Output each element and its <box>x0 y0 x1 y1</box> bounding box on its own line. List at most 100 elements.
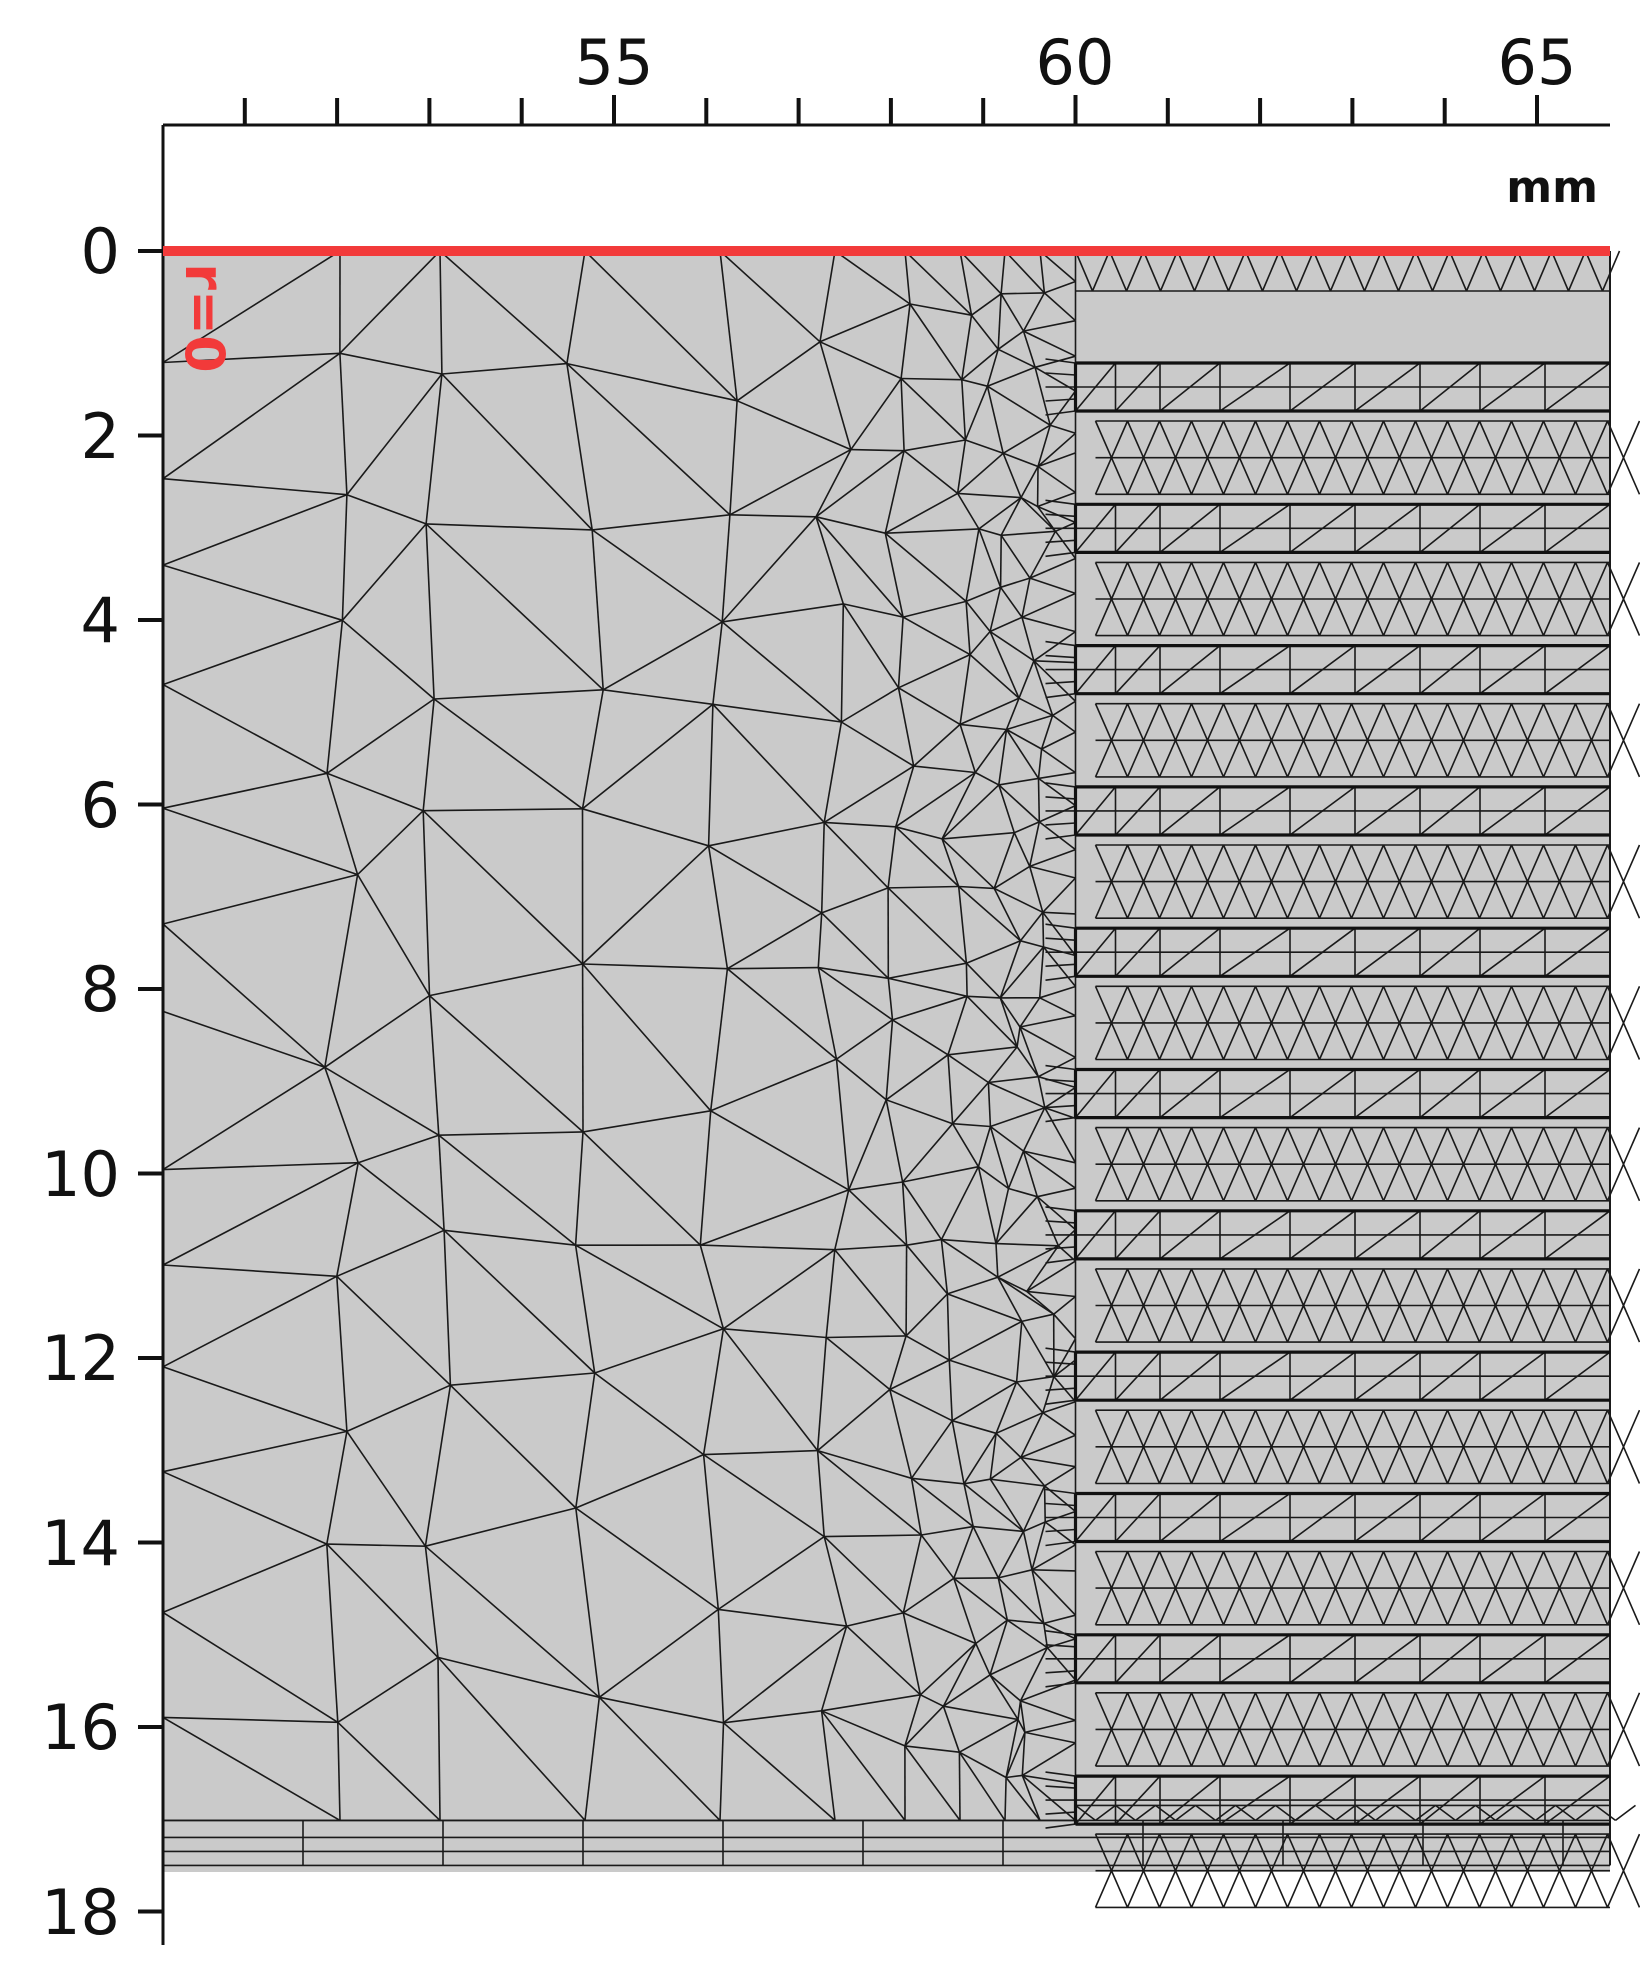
gap-mesh-edge <box>1462 1692 1481 1730</box>
gap-mesh-edge <box>1126 1870 1145 1908</box>
mesh-edge <box>989 587 1002 632</box>
mesh-edge <box>709 968 729 1111</box>
gap-mesh-edge <box>1174 457 1193 495</box>
gap-mesh-edge <box>1510 562 1529 600</box>
gap-mesh-edge <box>1574 881 1593 919</box>
fan-edge <box>1045 1785 1076 1789</box>
mesh-edge <box>1044 1521 1076 1546</box>
gap-mesh-edge <box>1190 1022 1209 1060</box>
gap-mesh-edge <box>1142 598 1161 636</box>
gap-mesh-edge <box>1542 1692 1561 1730</box>
mesh-edge <box>892 1019 949 1056</box>
gap-mesh-edge <box>1158 844 1177 882</box>
gap-mesh-edge <box>1126 1446 1145 1484</box>
mesh-edge <box>998 777 1039 786</box>
gap-mesh-edge <box>1382 1729 1401 1767</box>
mesh-edge <box>1043 1622 1076 1640</box>
mesh-edge <box>1037 778 1041 822</box>
mesh-edge <box>948 1320 1023 1361</box>
mesh-edge <box>1008 1187 1038 1198</box>
mesh-edge <box>1022 1531 1033 1570</box>
gap-mesh-edge <box>1318 1833 1337 1872</box>
gap-mesh-edge <box>1622 1127 1640 1165</box>
gap-mesh-edge <box>1350 844 1369 882</box>
mesh-edge <box>1022 1150 1039 1197</box>
gap-mesh-edge <box>1174 1833 1193 1872</box>
fan-edge <box>1045 539 1076 544</box>
mesh-edge <box>712 621 723 705</box>
gap-mesh-edge <box>1286 1163 1305 1202</box>
gap-mesh-edge <box>1110 598 1129 636</box>
gap-mesh-edge <box>1574 844 1593 882</box>
fan-edge <box>1045 1644 1076 1648</box>
gap-mesh-edge <box>1318 1551 1337 1589</box>
gap-mesh-edge <box>1494 1833 1513 1872</box>
gap-mesh-edge <box>1302 1870 1321 1908</box>
mesh-edge <box>718 1608 847 1627</box>
mesh-edge <box>699 1244 725 1330</box>
gap-mesh-edge <box>1350 1127 1369 1165</box>
mesh-edge <box>1029 577 1076 595</box>
gap-mesh-edge <box>1446 1551 1465 1589</box>
gap-mesh-edge <box>1318 1729 1337 1767</box>
gap-mesh-edge <box>1462 1409 1481 1448</box>
mesh-edge <box>949 1359 1017 1383</box>
gap-mesh-edge <box>1110 1409 1129 1448</box>
mesh-edge <box>1019 1014 1076 1028</box>
gap-mesh-edge <box>1126 1833 1145 1872</box>
gap-mesh-edge <box>1542 881 1561 919</box>
mesh-edge <box>1255 1804 1276 1822</box>
y-axis-ticks <box>138 249 163 1914</box>
gap-mesh-edge <box>1558 1692 1577 1730</box>
gap-mesh-edge <box>1622 1551 1640 1589</box>
mesh-edge <box>846 1612 904 1627</box>
gap-mesh-edge <box>1430 1446 1449 1484</box>
gap-mesh-edge <box>1398 1729 1417 1767</box>
gap-mesh-edge <box>1366 1446 1385 1484</box>
fan-edge <box>1045 1258 1076 1264</box>
mesh-edge <box>895 826 943 840</box>
gap-mesh-edge <box>1334 1692 1353 1730</box>
gap-mesh-edge <box>1190 1163 1209 1202</box>
mesh-edge <box>1414 250 1434 292</box>
mesh-edge <box>326 1544 339 1723</box>
mesh-domain <box>163 250 1610 1872</box>
y-tick-label-2: 2 <box>81 400 120 473</box>
mesh-edge <box>702 1454 720 1610</box>
symmetry-boundary-label: r=0 <box>173 263 236 372</box>
gap-mesh-edge <box>1190 598 1209 636</box>
y-tick-label-6: 6 <box>81 769 120 842</box>
mesh-edge <box>438 1135 445 1231</box>
mesh-edge <box>999 940 1022 999</box>
gap-mesh-edge <box>1510 881 1529 919</box>
fan-edge <box>1045 1823 1076 1829</box>
gap-mesh-edge <box>1094 1551 1113 1589</box>
fan-edge <box>1045 1078 1076 1083</box>
mesh-edge <box>1475 1804 1496 1822</box>
gap-mesh-edge <box>1398 1409 1417 1448</box>
gap-mesh-edge <box>1526 562 1545 600</box>
mesh-edge <box>1005 729 1040 779</box>
gap-mesh-edge <box>1430 844 1449 882</box>
gap-mesh-edge <box>1590 457 1609 495</box>
mesh-edge <box>1020 496 1038 508</box>
mesh-edge <box>957 492 1022 499</box>
gap-mesh-edge <box>1558 1587 1577 1626</box>
gap-mesh-edge <box>1254 881 1273 919</box>
gap-mesh-edge <box>1286 598 1305 636</box>
mesh-edge <box>1021 617 1035 662</box>
gap-mesh-edge <box>1254 985 1273 1024</box>
mesh-edge <box>835 1059 850 1190</box>
gap-mesh-edge <box>1558 420 1577 459</box>
gap-mesh-edge <box>1350 1692 1369 1730</box>
gap-mesh-edge <box>1110 562 1129 600</box>
mesh-edge <box>1295 1804 1316 1822</box>
gap-mesh-edge <box>1286 1446 1305 1484</box>
gap-mesh-edge <box>1094 703 1113 741</box>
mesh-edge <box>729 400 738 515</box>
gap-mesh-edge <box>1446 562 1465 600</box>
gap-mesh-edge <box>1158 1729 1177 1767</box>
mesh-edge <box>582 1110 711 1133</box>
mesh-edge <box>888 977 968 998</box>
mesh-edge <box>1278 250 1298 292</box>
